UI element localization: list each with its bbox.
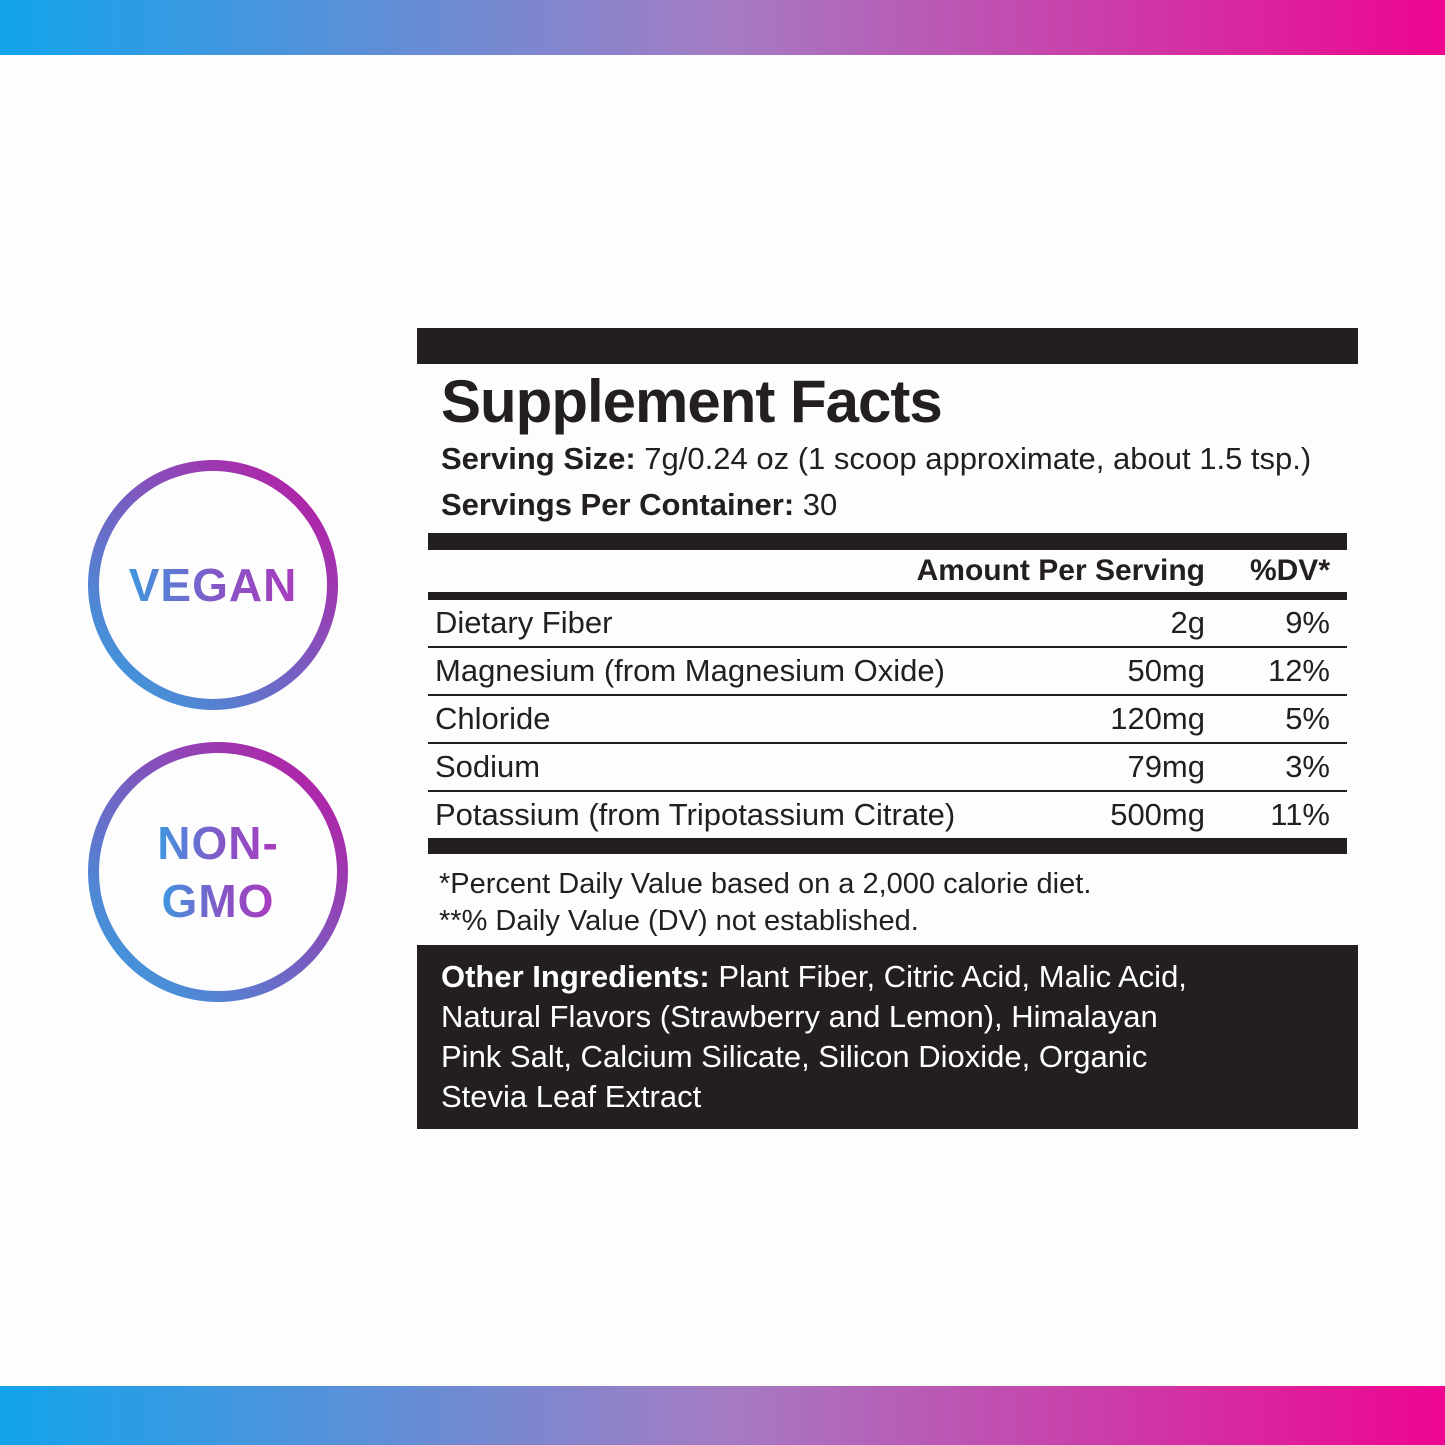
non-gmo-badge-line1: NON- — [157, 814, 279, 872]
vegan-badge: VEGAN — [88, 460, 338, 710]
servings-per-container-line: Servings Per Container: 30 — [441, 485, 1358, 525]
table-row: Sodium 79mg 3% — [428, 744, 1347, 792]
other-ingredients-line: Pink Salt, Calcium Silicate, Silicon Dio… — [441, 1039, 1148, 1074]
nutrient-dv: 5% — [1285, 701, 1330, 736]
supplement-facts-panel: Supplement Facts Serving Size: 7g/0.24 o… — [417, 328, 1358, 1129]
nutrient-name: Sodium — [435, 749, 541, 784]
non-gmo-badge: NON- GMO — [88, 742, 348, 1002]
panel-top-black-bar — [417, 328, 1358, 364]
nutrient-amount: 2g — [1170, 605, 1205, 640]
divider-thick-bar-top — [428, 533, 1347, 550]
supplement-facts-title: Supplement Facts — [441, 368, 943, 435]
non-gmo-badge-line2: GMO — [162, 872, 275, 930]
nutrient-name: Potassium (from Tripotassium Citrate) — [435, 797, 956, 832]
vegan-badge-inner: VEGAN — [99, 471, 327, 699]
serving-size-value: 7g/0.24 oz (1 scoop approximate, about 1… — [635, 441, 1312, 476]
footnote-dv-not-established: **% Daily Value (DV) not established. — [439, 905, 919, 937]
header-percent-dv: %DV* — [1249, 554, 1330, 587]
nutrient-amount: 120mg — [1110, 701, 1205, 736]
table-row: Chloride 120mg 5% — [428, 696, 1347, 744]
other-ingredients-box: Other Ingredients: Plant Fiber, Citric A… — [417, 945, 1358, 1129]
other-ingredients-label: Other Ingredients: — [441, 959, 710, 994]
other-ingredients-text: Plant Fiber, Citric Acid, Malic Acid, — [709, 959, 1187, 994]
vegan-badge-label: VEGAN — [129, 556, 298, 614]
footnote-daily-value: *Percent Daily Value based on a 2,000 ca… — [439, 868, 1092, 900]
nutrient-name: Chloride — [435, 701, 551, 736]
table-row: Dietary Fiber 2g 9% — [428, 600, 1347, 648]
table-row: Magnesium (from Magnesium Oxide) 50mg 12… — [428, 648, 1347, 696]
nutrient-name: Dietary Fiber — [435, 605, 613, 640]
table-header-row: Amount Per Serving %DV* — [428, 550, 1347, 600]
serving-size-line: Serving Size: 7g/0.24 oz (1 scoop approx… — [441, 439, 1358, 479]
table-row: Potassium (from Tripotassium Citrate) 50… — [428, 792, 1347, 838]
footnotes: *Percent Daily Value based on a 2,000 ca… — [439, 866, 1358, 940]
nutrient-amount: 50mg — [1127, 653, 1205, 688]
top-gradient-bar — [0, 0, 1445, 55]
nutrient-table: Dietary Fiber 2g 9% Magnesium (from Magn… — [428, 600, 1347, 838]
non-gmo-badge-inner: NON- GMO — [99, 753, 337, 991]
nutrient-dv: 9% — [1285, 605, 1330, 640]
serving-size-label: Serving Size: — [441, 441, 636, 476]
nutrient-dv: 3% — [1285, 749, 1330, 784]
servings-per-container-value: 30 — [794, 487, 838, 522]
other-ingredients-line: Other Ingredients: Plant Fiber, Citric A… — [441, 957, 1334, 997]
bottom-gradient-bar — [0, 1386, 1445, 1445]
servings-per-container-label: Servings Per Container: — [441, 487, 795, 522]
nutrient-amount: 79mg — [1127, 749, 1205, 784]
header-amount-per-serving: Amount Per Serving — [916, 554, 1205, 587]
nutrient-amount: 500mg — [1110, 797, 1205, 832]
nutrient-name: Magnesium (from Magnesium Oxide) — [435, 653, 945, 688]
nutrient-dv: 12% — [1267, 653, 1330, 688]
other-ingredients-line: Natural Flavors (Strawberry and Lemon), … — [441, 999, 1158, 1034]
other-ingredients-line: Stevia Leaf Extract — [441, 1079, 702, 1114]
divider-thick-bar-bottom — [428, 838, 1347, 854]
nutrient-dv: 11% — [1270, 797, 1330, 832]
